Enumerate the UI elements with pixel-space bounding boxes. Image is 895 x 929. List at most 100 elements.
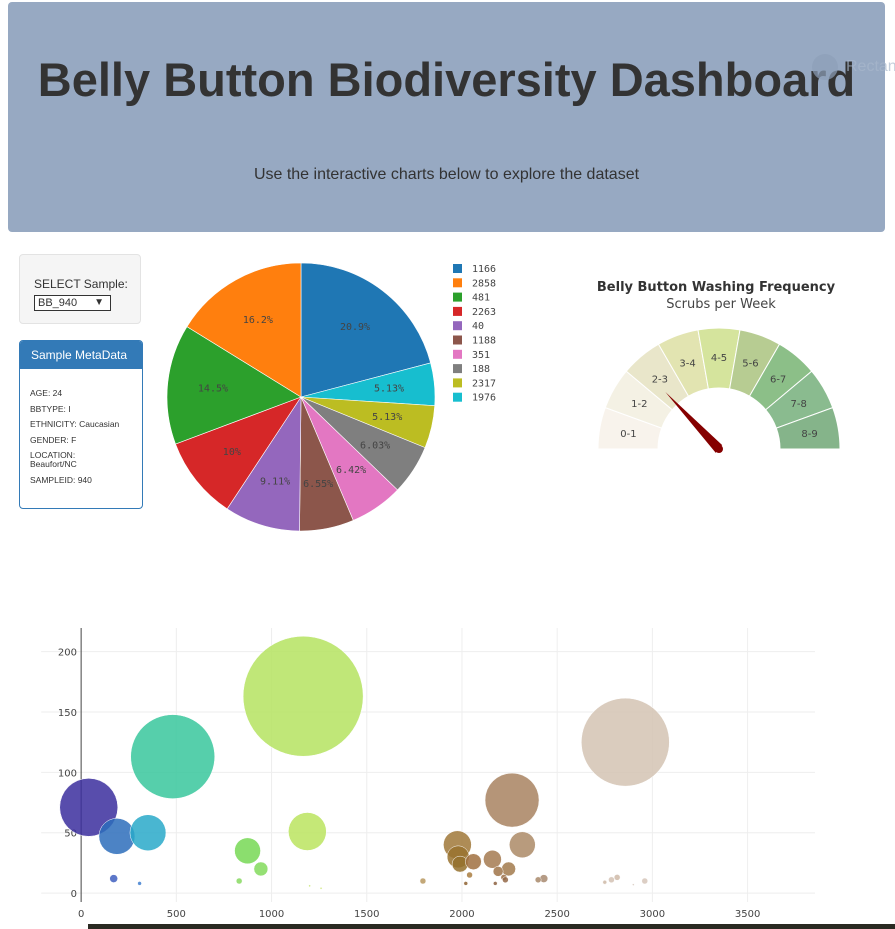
pie-slice-label-40: 9.11% [260, 477, 290, 488]
pie-slice-label-1188: 6.55% [303, 479, 333, 490]
bubble-point [109, 874, 118, 883]
pie-slice-label-2858: 16.2% [243, 315, 273, 326]
header-jumbotron: Belly Button Biodiversity Dashboard Use … [8, 2, 895, 232]
bubble-point [534, 876, 542, 884]
x-tick-label-2500: 2500 [544, 909, 569, 920]
gauge-label-2-3: 2-3 [652, 375, 668, 386]
legend-swatch-1188 [453, 335, 462, 345]
y-tick-label-100: 100 [58, 768, 77, 779]
bubble-point [98, 818, 136, 855]
x-tick-label-3500: 3500 [735, 909, 760, 920]
bubble-point [465, 853, 482, 870]
dropdown-caret-icon: ▼ [94, 297, 104, 308]
gauge-title: Belly Button Washing Frequency [597, 280, 836, 295]
ghost-circle-icon [812, 54, 838, 80]
bubble-point [466, 871, 473, 879]
bubble-point [608, 876, 615, 884]
y-tick-label-50: 50 [64, 829, 77, 840]
legend-label-1976: 1976 [472, 393, 496, 404]
metadata-location: LOCATION: Beaufort/NC [30, 450, 77, 469]
bubble-point [483, 850, 502, 869]
sample-selector-panel: SELECT Sample: BB_940 ▼ [19, 254, 141, 324]
metadata-panel-title: Sample MetaData [20, 341, 142, 369]
legend-label-351: 351 [472, 350, 490, 361]
metadata-gender: GENDER: F [30, 434, 77, 445]
bubble-point [492, 866, 504, 877]
legend-label-188: 188 [472, 364, 490, 375]
gauge-label-3-4: 3-4 [679, 359, 695, 370]
metadata-bbtype: BBTYPE: I [30, 403, 71, 414]
gauge-label-8-9: 8-9 [801, 429, 817, 440]
legend-label-40: 40 [472, 321, 484, 332]
bubble-point [463, 881, 469, 886]
x-tick-label-0: 0 [78, 909, 84, 920]
y-tick-label-150: 150 [58, 708, 77, 719]
x-tick-label-2000: 2000 [449, 909, 474, 920]
legend-swatch-2858 [453, 278, 462, 288]
legend-label-2858: 2858 [472, 278, 496, 289]
metadata-panel-body: AGE: 24 BBTYPE: I ETHNICITY: Caucasian G… [20, 369, 142, 485]
bubble-point [581, 697, 670, 787]
ghost-overlay-text: Rectan [846, 58, 895, 75]
gauge-label-0-1: 0-1 [620, 429, 636, 440]
legend-swatch-40 [453, 321, 462, 331]
gauge-needle [665, 392, 723, 453]
legend-label-2263: 2263 [472, 307, 496, 318]
pie-slice-label-2317: 5.13% [372, 412, 402, 423]
y-tick-label-0: 0 [71, 889, 77, 900]
sample-selector-label: SELECT Sample: [34, 277, 128, 291]
legend-label-1166: 1166 [472, 264, 496, 275]
bubble-point [308, 884, 311, 888]
gauge-label-6-7: 6-7 [770, 375, 786, 386]
bubble-point [501, 861, 516, 877]
metadata-panel: Sample MetaData AGE: 24 BBTYPE: I ETHNIC… [19, 340, 143, 509]
pie-slice-1166 [300, 262, 431, 398]
page-title: Belly Button Biodiversity Dashboard [37, 53, 856, 106]
bubble-point [130, 714, 215, 799]
bubble-point [242, 636, 364, 757]
gauge-chart[interactable]: Belly Button Washing Frequency Scrubs per… [590, 270, 850, 470]
bubble-point [234, 837, 261, 865]
pie-slice-2263 [175, 396, 302, 510]
legend-swatch-351 [453, 349, 462, 359]
x-tick-label-3000: 3000 [640, 909, 665, 920]
bubble-point [129, 814, 167, 851]
metadata-sampleid: SAMPLEID: 940 [30, 474, 92, 485]
bubble-point [235, 877, 243, 885]
gauge-subtitle: Scrubs per Week [666, 297, 776, 312]
pie-slice-label-188: 6.03% [360, 440, 390, 451]
bubble-point [613, 874, 621, 881]
sample-select-dropdown[interactable]: BB_940 ▼ [34, 295, 111, 311]
metadata-age: AGE: 24 [30, 388, 63, 398]
pie-chart[interactable]: 20.9% 5.13% 5.13% 6.03% 6.42%6.55% 9.11% 10% 14… [160, 255, 520, 540]
pie-slice-label-1976: 5.13% [374, 384, 404, 395]
bubble-point [602, 879, 608, 885]
sample-select-value: BB_940 [38, 297, 78, 309]
legend-swatch-2317 [453, 378, 462, 388]
legend-label-481: 481 [472, 293, 490, 304]
gauge-segment-8-9 [775, 406, 841, 450]
gauge-needle-hub [715, 445, 723, 453]
bubble-point [632, 883, 635, 886]
y-tick-label-200: 200 [58, 648, 77, 659]
bubble-point [493, 881, 498, 886]
x-tick-label-1500: 1500 [354, 909, 379, 920]
bubble-point [484, 772, 540, 828]
gauge-label-7-8: 7-8 [791, 399, 807, 410]
bubble-point [319, 887, 323, 890]
gauge-label-4-5: 4-5 [711, 353, 727, 364]
x-tick-label-1000: 1000 [259, 909, 284, 920]
bottom-strip [88, 924, 895, 929]
x-tick-label-500: 500 [167, 909, 186, 920]
bubble-point [137, 881, 142, 886]
pie-slice-label-1166: 20.9% [340, 322, 370, 333]
legend-label-1188: 1188 [472, 336, 496, 347]
legend-swatch-1166 [453, 264, 462, 273]
pie-slice-label-351: 6.42% [336, 465, 366, 476]
pie-slice-label-2263: 10% [223, 447, 241, 458]
bubble-point [419, 877, 427, 885]
bubble-point [253, 861, 269, 877]
legend-label-2317: 2317 [472, 378, 496, 389]
bubble-chart[interactable]: 0 500 1000 1500 2000 2500 3000 3500 0 50 100 150 200 [40, 620, 830, 920]
page-subtitle: Use the interactive charts below to expl… [253, 166, 640, 183]
